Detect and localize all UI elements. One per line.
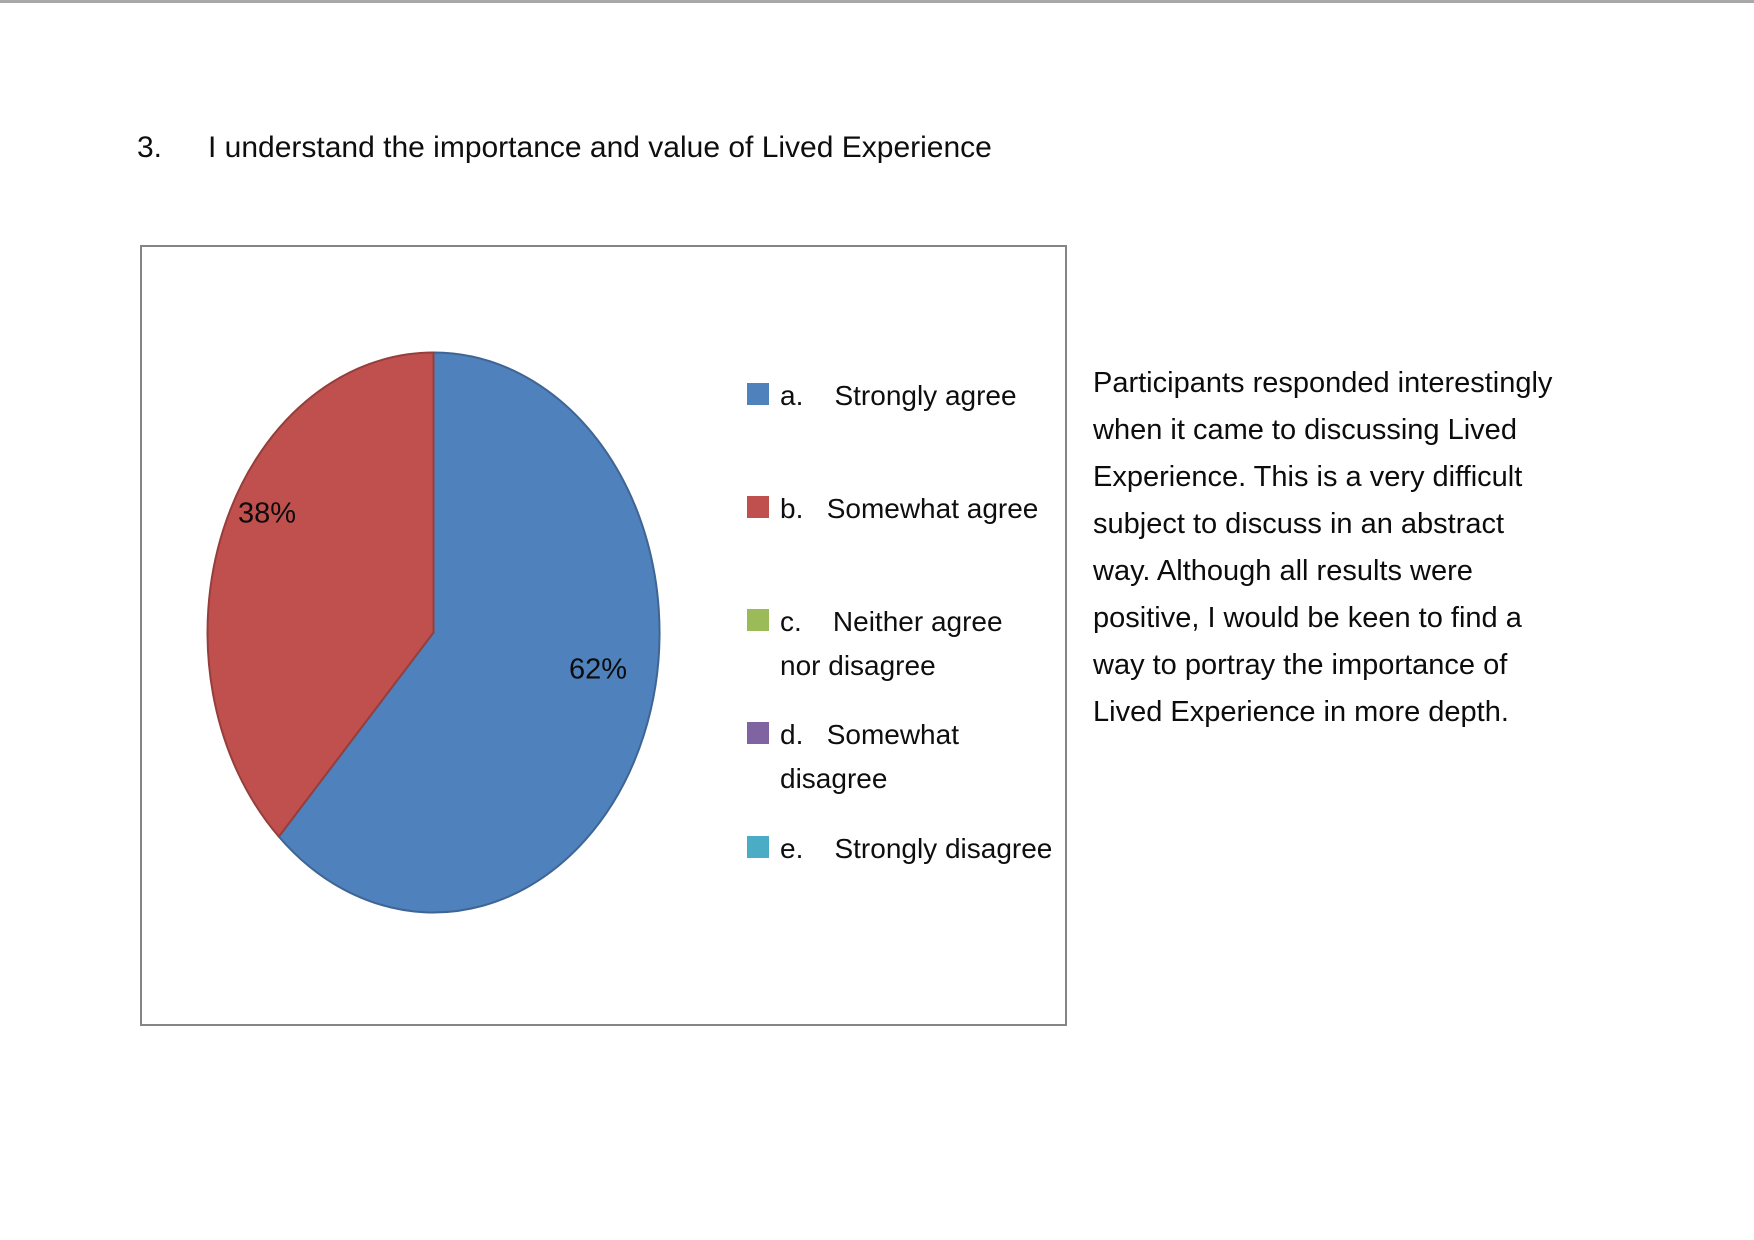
legend-swatch-strongly-disagree-icon	[747, 836, 769, 858]
pie-slice-somewhat-agree	[206, 351, 435, 838]
pie-label-62-percent: 62%	[568, 653, 628, 686]
question-title-text: I understand the importance and value of…	[208, 131, 992, 164]
legend-item-strongly-agree: a. Strongly agree	[747, 374, 1017, 418]
legend-label-strongly-disagree: e. Strongly disagree	[780, 833, 1053, 864]
legend-swatch-somewhat-agree-icon	[747, 496, 769, 518]
legend-item-strongly-disagree: e. Strongly disagree	[747, 827, 1052, 871]
pie-label-38-percent: 38%	[237, 497, 297, 530]
pie-slice-strongly-agree	[277, 351, 661, 914]
question-number: 3.	[137, 131, 163, 164]
legend-item-somewhat-disagree: d. Somewhat disagree	[747, 713, 959, 801]
pie-chart-panel: 62% 38% a. Strongly agree b. Somewhat agr…	[140, 245, 1067, 1026]
legend-item-neither: c. Neither agree nor disagree	[747, 600, 1003, 688]
legend-item-somewhat-agree: b. Somewhat agree	[747, 487, 1038, 531]
commentary-paragraph: Participants responded interestingly whe…	[1093, 367, 1553, 728]
legend-label-somewhat-agree: b. Somewhat agree	[780, 493, 1039, 524]
legend-swatch-somewhat-disagree-icon	[747, 722, 769, 744]
legend-swatch-neither-icon	[747, 609, 769, 631]
legend-label-neither: c. Neither agree nor disagree	[780, 606, 1003, 681]
legend-label-strongly-agree: a. Strongly agree	[780, 380, 1017, 411]
legend-label-somewhat-disagree: d. Somewhat disagree	[780, 719, 959, 794]
legend-swatch-strongly-agree-icon	[747, 383, 769, 405]
page-top-border	[0, 0, 1754, 3]
question-title: 3. I understand the importance and value…	[137, 130, 992, 166]
pie-chart	[206, 351, 661, 914]
